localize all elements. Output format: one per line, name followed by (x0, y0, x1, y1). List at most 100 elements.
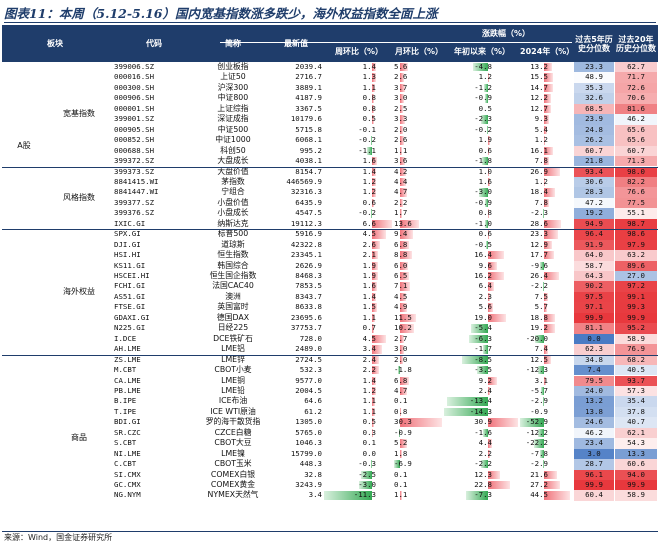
cell-name: 中证1000 (215, 135, 251, 145)
value-wow: 0.0 (362, 448, 376, 458)
cell-ytd: 5.6 (444, 302, 520, 312)
super-group-label: A股 (17, 140, 31, 150)
table-row: 399006.SZ 创业板指 2039.4 1.4 5.6 -4.8 13.2 23.3 62.… (2, 62, 658, 73)
value-ytd: -1.0 (474, 218, 492, 228)
cell-latest: 23345.1 (290, 250, 322, 260)
table-row: 399377.SZ 小盘价值 6435.9 0.6 2.2 -0.9 7.8 47.2 77.5 (2, 197, 658, 209)
bar-mom (400, 125, 403, 135)
cell-p20: 58.9 (615, 490, 657, 501)
cell-y2024: -7.8 (520, 449, 572, 459)
value-y2024: 5.7 (534, 302, 548, 312)
cell-mom: 2.6 (394, 135, 444, 145)
bar-y2024 (542, 397, 544, 406)
cell-p5: 60.4 (574, 490, 614, 501)
cell-y2024: 9.3 (520, 114, 572, 124)
bar-y2024 (544, 198, 549, 208)
value-ytd: -1.6 (474, 427, 492, 437)
cell-y2024: 7.4 (520, 344, 572, 354)
value-wow: 2.1 (362, 250, 376, 260)
bar-mom (400, 449, 403, 459)
cell-y2024: 26.9 (520, 167, 572, 177)
bar-mom (400, 136, 404, 145)
cell-p20: 60.7 (615, 145, 657, 157)
table-row: M.CBT CBOT小麦 532.3 2.2 -1.8 -3.5 -12.3 7.4 40.5 (2, 365, 658, 376)
cell-wow: -0.2 (324, 208, 394, 218)
cell-name: NYMEX天然气 (207, 490, 259, 500)
cell-p20: 70.6 (615, 93, 657, 104)
value-mom: 2.6 (394, 135, 408, 145)
value-y2024: 3.1 (534, 375, 548, 385)
value-wow: -1.1 (358, 145, 376, 155)
bar-ytd (444, 407, 488, 417)
bar-wow (359, 481, 372, 490)
cell-p20: 58.9 (615, 333, 657, 345)
cell-code: B.IPE (114, 396, 137, 406)
cell-name: CBOT小麦 (214, 365, 252, 375)
value-ytd: 4.4 (478, 438, 492, 448)
bar-ytd (488, 136, 490, 145)
cell-name: 英国富时 (217, 302, 249, 312)
value-y2024: -5.7 (530, 385, 548, 395)
value-mom: 6.8 (394, 375, 408, 385)
group-separator (2, 166, 658, 168)
cell-code: IXIC.GI (114, 218, 146, 228)
cell-p20: 27.0 (615, 271, 657, 282)
cell-ytd: 1.0 (444, 167, 520, 177)
cell-ytd: 0.6 (444, 146, 520, 156)
cell-code: FCHI.GI (114, 281, 146, 291)
cell-p5: 3.0 (574, 448, 614, 460)
bar-y2024 (544, 63, 552, 72)
value-mom: 2.2 (394, 197, 408, 207)
value-ytd: -0.2 (474, 124, 492, 134)
header-latest: 最新值 (284, 39, 308, 49)
bar-mom (400, 439, 408, 448)
bar-wow (372, 83, 376, 93)
value-wow: 4.5 (362, 333, 376, 343)
value-ytd: 0.6 (478, 229, 492, 239)
cell-y2024: 7.8 (520, 198, 572, 208)
value-mom: 3.3 (394, 114, 408, 124)
bar-mom (400, 198, 404, 208)
cell-ytd: -14.3 (444, 407, 520, 417)
value-y2024: 17.7 (530, 250, 548, 260)
cell-ytd: -0.5 (444, 240, 520, 250)
cell-mom: 1.1 (394, 490, 444, 500)
cell-p20: 99.1 (615, 291, 657, 303)
bar-mom (398, 366, 400, 375)
cell-mom: 6.8 (394, 376, 444, 386)
bar-y2024 (544, 188, 555, 197)
header-change-group: 涨跌幅（%） (481, 29, 530, 39)
table-row: SI.CMX COMEX白银 32.8 -2.5 0.1 12.3 21.6 96.1 94.0 (2, 469, 658, 480)
cell-p5: 32.6 (574, 93, 614, 104)
value-ytd: -3.0 (474, 187, 492, 197)
cell-y2024: 5.7 (520, 302, 572, 312)
cell-latest: 19112.3 (290, 218, 322, 228)
cell-mom: 9.4 (394, 229, 444, 239)
cell-ytd: -1.6 (444, 428, 520, 438)
value-ytd: -0.5 (474, 239, 492, 249)
cell-p5: 99.9 (574, 312, 614, 324)
cell-p5: 62.3 (574, 344, 614, 355)
cell-p5: 23.4 (574, 438, 614, 449)
cell-p5: 97.1 (574, 302, 614, 313)
bar-y2024 (544, 272, 560, 281)
cell-code: 399372.SZ (114, 156, 155, 166)
group-separator (2, 229, 658, 231)
bar-mom (400, 94, 405, 103)
cell-wow: 1.2 (324, 386, 394, 396)
cell-mom: 3.3 (394, 114, 444, 124)
value-ytd: 9.2 (478, 375, 492, 385)
value-mom: 4.7 (394, 385, 408, 395)
value-y2024: 44.5 (530, 490, 548, 500)
value-ytd: -6.3 (474, 333, 492, 343)
bar-ytd (488, 313, 507, 323)
bar-mom (400, 282, 410, 291)
cell-ytd: 1.9 (444, 135, 520, 145)
bar-ytd (488, 230, 489, 239)
value-ytd: 12.3 (474, 469, 492, 479)
value-y2024: 1.2 (534, 176, 548, 186)
cell-ytd: -1.0 (444, 219, 520, 229)
value-wow: 1.4 (362, 62, 376, 71)
cell-name: 深证成指 (217, 114, 249, 124)
cell-ytd: -0.9 (444, 93, 520, 103)
